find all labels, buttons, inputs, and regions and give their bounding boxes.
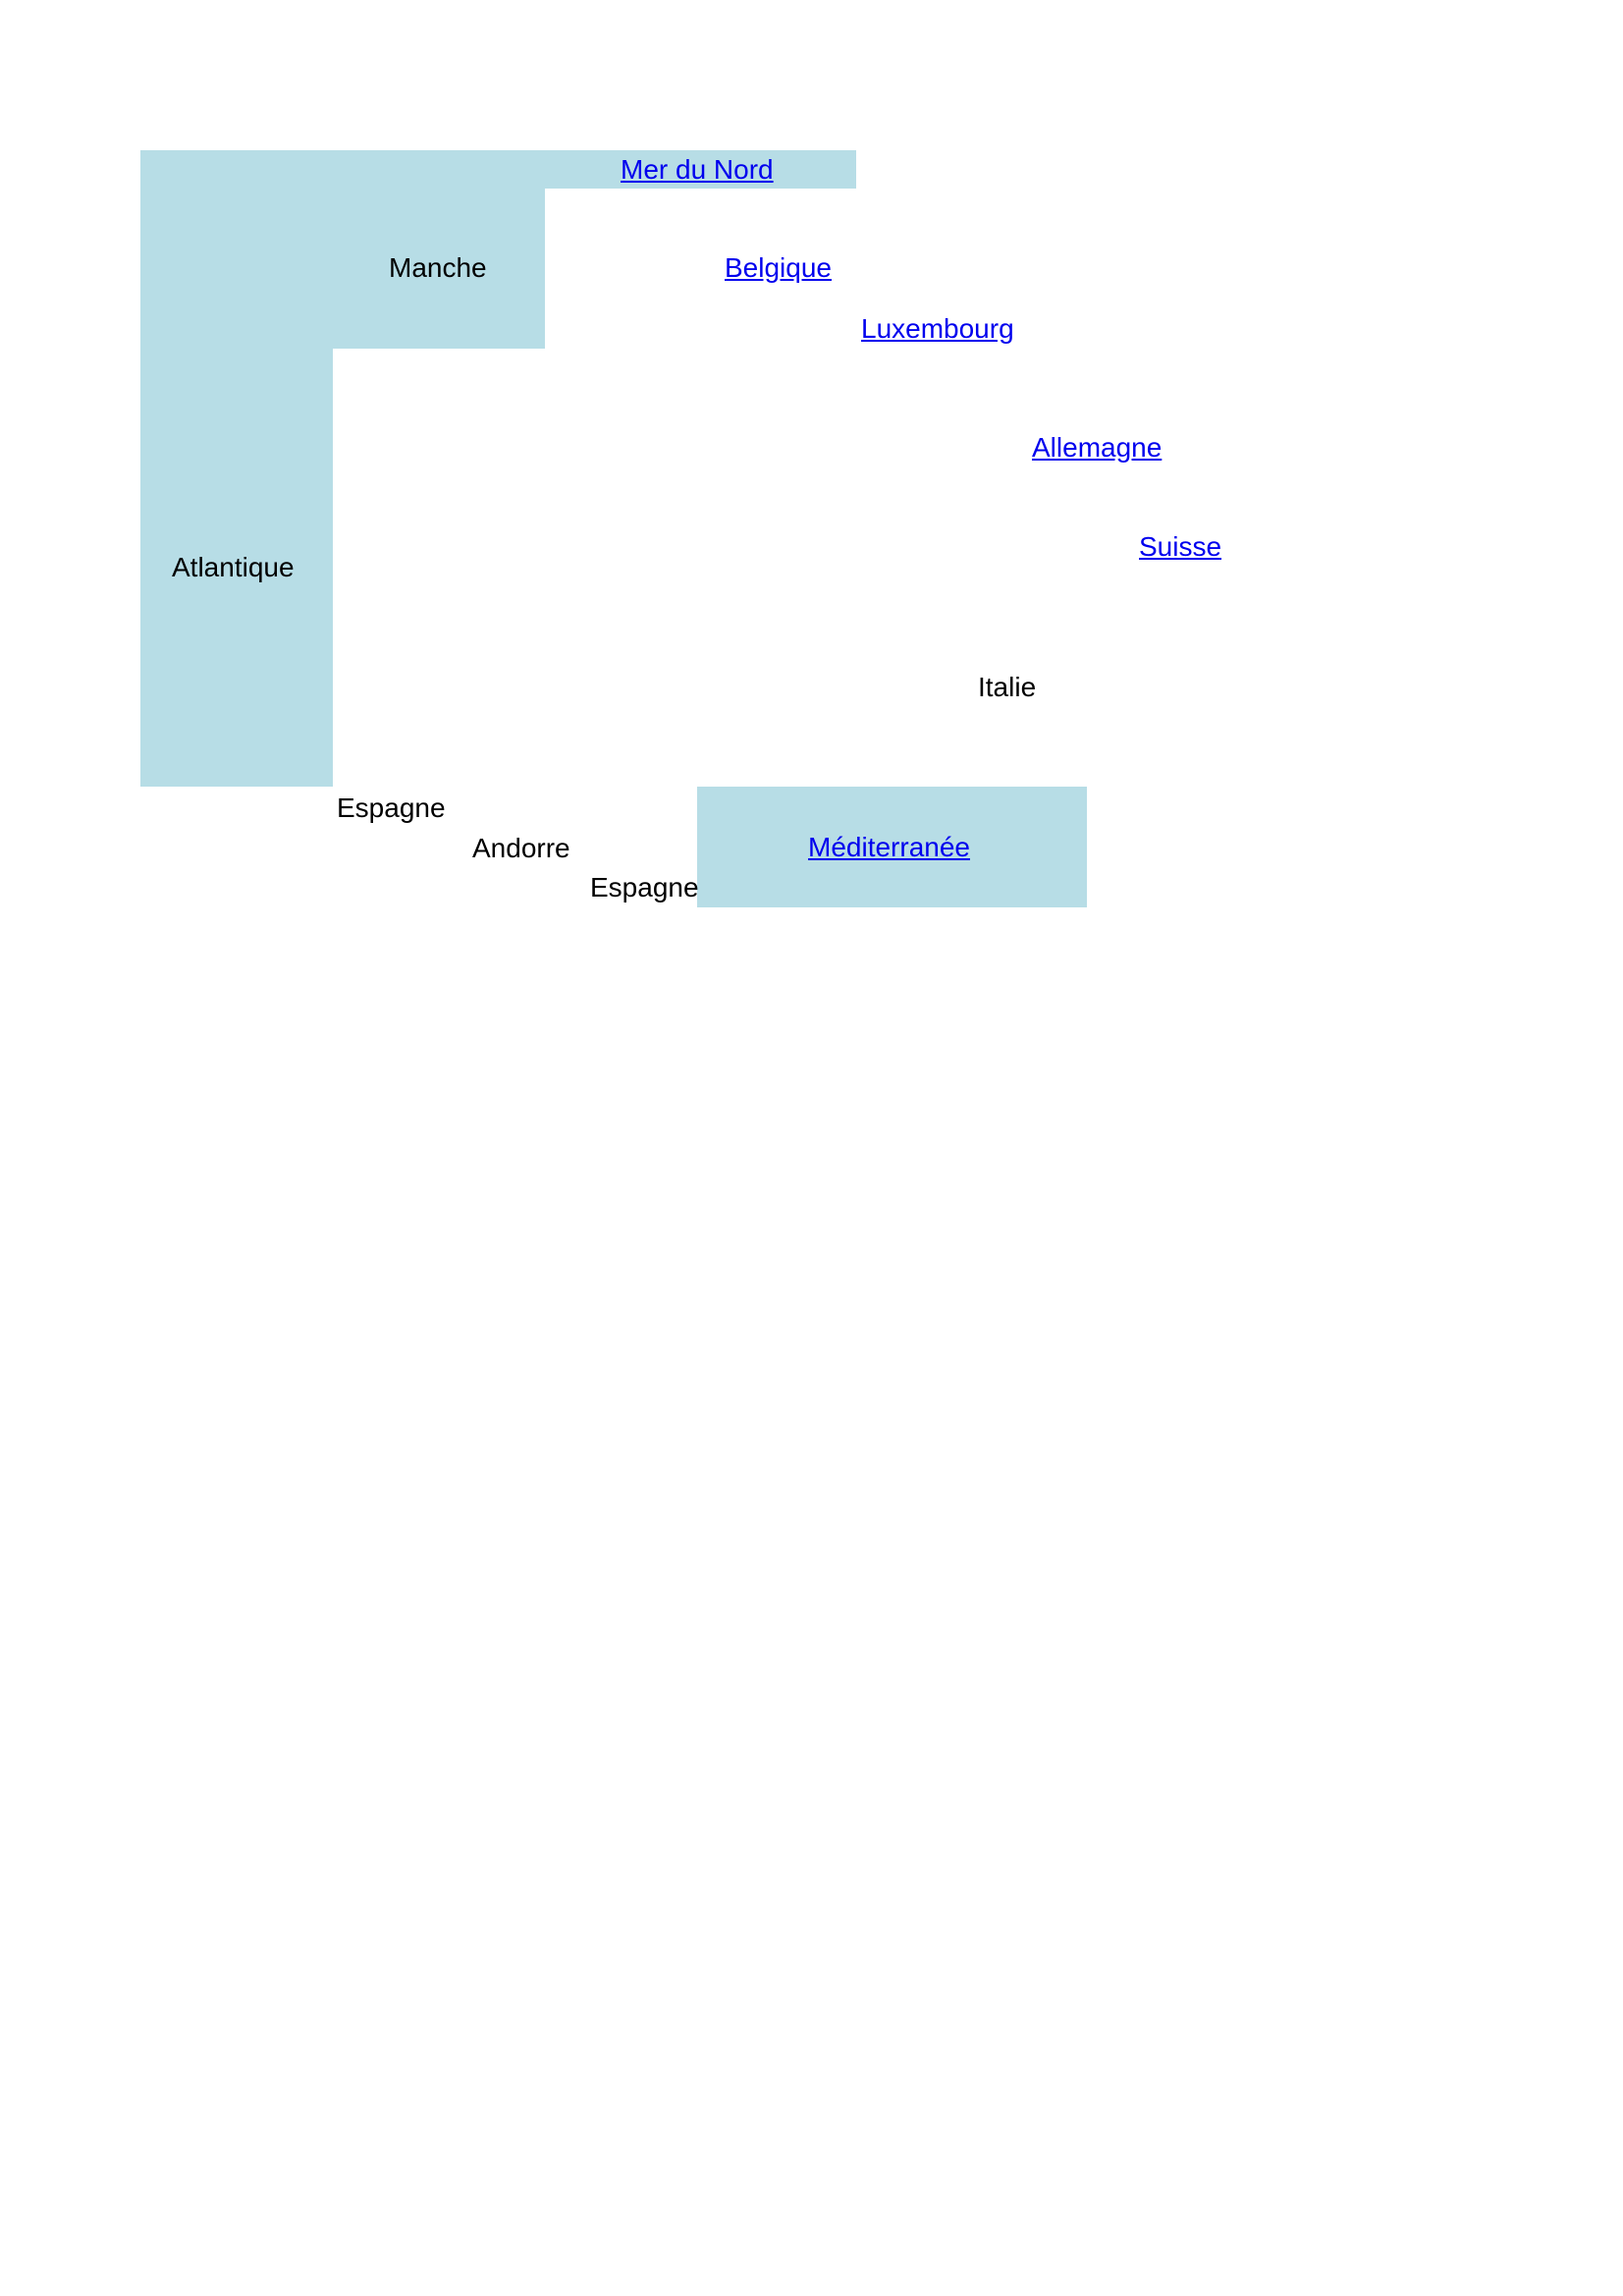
atlantic-region	[140, 349, 333, 787]
channel-region	[140, 189, 545, 349]
belgium-link[interactable]: Belgique	[725, 252, 832, 283]
andorra-label: Andorre	[472, 833, 570, 863]
germany-link[interactable]: Allemagne	[1032, 432, 1163, 463]
spain-west-label: Espagne	[337, 793, 446, 823]
switzerland-link[interactable]: Suisse	[1139, 531, 1222, 562]
north-sea-link[interactable]: Mer du Nord	[621, 154, 774, 185]
italy-label: Italie	[978, 672, 1037, 702]
luxembourg-link[interactable]: Luxembourg	[861, 313, 1014, 344]
mediterranean-link[interactable]: Méditerranée	[808, 832, 970, 862]
atlantic-label: Atlantique	[172, 552, 295, 582]
spain-east-label: Espagne	[590, 872, 699, 902]
north-sea-region	[140, 150, 856, 189]
channel-label: Manche	[389, 252, 487, 283]
mediterranean-region	[697, 787, 1087, 907]
